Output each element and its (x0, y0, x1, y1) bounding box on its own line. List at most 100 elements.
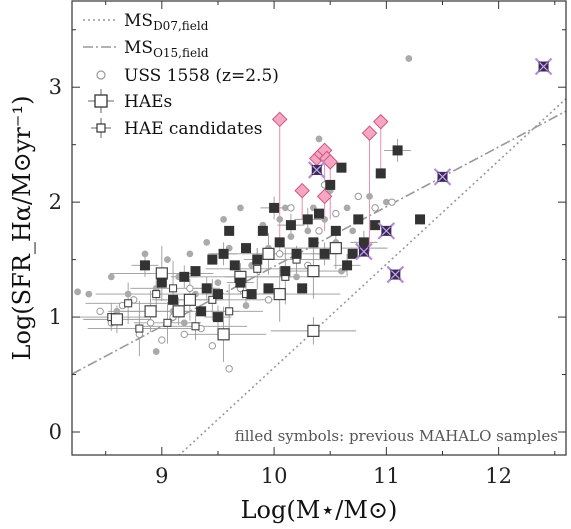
dust-corrected-point (316, 188, 333, 205)
hae-point (110, 313, 124, 326)
hae-point (329, 242, 342, 255)
field-point (315, 135, 323, 143)
field-point (186, 250, 194, 258)
field-point (220, 215, 227, 223)
field-point (85, 290, 93, 298)
legend-label-hae-candidates: HAE candidates (124, 119, 262, 139)
plot-frame (71, 0, 567, 456)
agn-inner-cross (539, 62, 548, 71)
agn-inner-cross (438, 172, 447, 182)
field-point (74, 288, 82, 296)
uss1558-point (264, 296, 273, 304)
previous-hae-point (370, 220, 381, 231)
agn-inner-cross (390, 270, 400, 279)
previous-hae-point (241, 243, 252, 254)
previous-hae-point (218, 248, 229, 259)
previous-hae-point (280, 266, 291, 277)
annotation-filled-symbols: filled symbols: previous MAHALO samples (235, 427, 558, 445)
agn-point (534, 57, 553, 76)
uss1558-point (96, 307, 104, 316)
y-axis-label: Log(SFR_Hα/M⊙yr⁻¹) (8, 96, 36, 361)
uss1558-point (388, 198, 396, 206)
hae-candidate-point (163, 318, 172, 327)
previous-hae-point (291, 248, 302, 259)
agn-point (386, 265, 405, 284)
previous-hae-point (263, 283, 274, 294)
legend-label-haes: HAEs (124, 92, 172, 112)
uss1558-point (208, 342, 217, 350)
dust-corrected-point (294, 182, 310, 199)
field-point (203, 238, 211, 246)
field-point (281, 204, 289, 212)
hae-candidate-point (152, 290, 161, 299)
legend-swatch-haes (88, 89, 114, 113)
previous-hae-point (285, 220, 296, 231)
hae-point (217, 328, 230, 341)
hae-point (262, 247, 275, 260)
previous-hae-point (190, 266, 201, 277)
previous-hae-point (224, 225, 235, 236)
hae-point (307, 265, 320, 278)
previous-hae-point (179, 271, 190, 282)
previous-hae-point (201, 283, 212, 294)
hae-candidate-point (124, 299, 133, 308)
previous-hae-point (139, 260, 150, 271)
hae-candidate-point (208, 295, 217, 304)
previous-hae-point (319, 248, 330, 259)
y-tick-label: 3 (49, 75, 62, 99)
main-sequence-line (72, 110, 566, 375)
field-point (366, 192, 373, 200)
field-point (124, 290, 132, 298)
previous-hae-point (347, 248, 358, 259)
hae-candidate-point (253, 264, 262, 273)
field-point (152, 348, 160, 355)
legend-swatch-uss1558 (96, 70, 106, 80)
data-points (74, 55, 553, 373)
agn-point (377, 222, 396, 240)
agn-point (355, 242, 373, 261)
legend-label-ms-d07: MSD07,field (124, 11, 209, 33)
previous-hae-point (336, 162, 347, 173)
y-tick-label: 2 (49, 190, 62, 214)
hae-candidate-point (135, 324, 144, 333)
hae-candidate-point (191, 322, 200, 331)
previous-hae-point (415, 214, 426, 225)
plot-area (72, 55, 566, 455)
field-point (214, 279, 222, 286)
hae-point (273, 287, 286, 301)
hae-point (172, 305, 185, 318)
uss1558-point (146, 319, 155, 327)
previous-hae-point (314, 208, 324, 219)
previous-hae-point (156, 277, 167, 288)
previous-hae-point (269, 202, 280, 213)
x-tick-label: 9 (155, 464, 168, 488)
previous-hae-point (358, 237, 369, 248)
agn-inner-cross (312, 165, 322, 175)
hae-point (307, 324, 320, 337)
dust-corrected-point (361, 125, 378, 141)
previous-hae-point (342, 260, 353, 271)
previous-hae-point (229, 260, 240, 271)
legend-label-uss1558: USS 1558 (z=2.5) (124, 66, 279, 86)
previous-hae-point (246, 289, 257, 300)
uss1558-point (276, 250, 284, 258)
field-point (343, 204, 351, 212)
uss1558-point (186, 284, 194, 293)
dust-corrected-point (271, 111, 288, 128)
field-point (164, 256, 171, 264)
field-point (242, 302, 250, 309)
field-point (293, 273, 300, 281)
field-point (287, 233, 295, 241)
dust-corrected-point (372, 113, 389, 130)
previous-hae-point (212, 312, 223, 323)
hae-point (144, 305, 157, 318)
field-point (349, 227, 357, 235)
uss1558-point (315, 227, 323, 235)
previous-hae-point (274, 237, 285, 248)
uss1558-point (332, 209, 340, 218)
uss1558-point (158, 336, 166, 344)
uss1558-point (225, 365, 233, 373)
previous-hae-point (207, 254, 218, 265)
uss1558-point (287, 204, 295, 212)
